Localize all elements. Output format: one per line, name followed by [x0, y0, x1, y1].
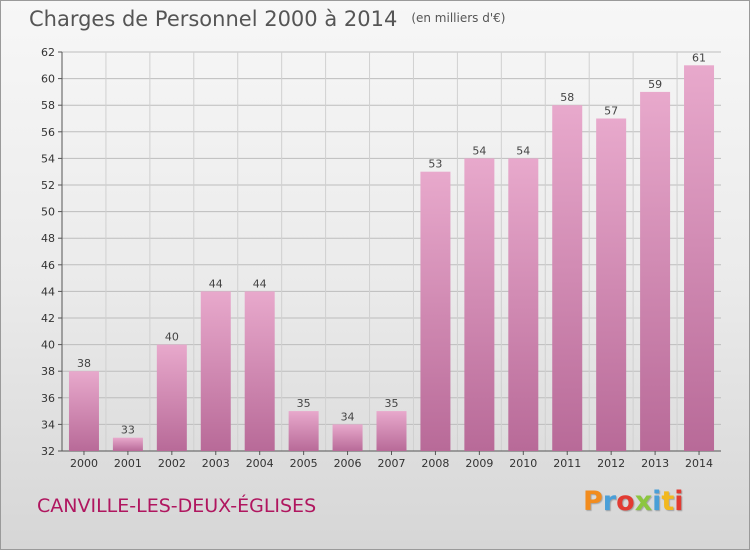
- y-tick-label: 32: [41, 445, 55, 458]
- y-tick-label: 40: [41, 339, 55, 352]
- y-tick-labels: 32 34 36 38 40 42 44 46 48 50 52 54 56 58 60 62: [41, 46, 55, 458]
- x-tick-label-2005: 2005: [290, 457, 318, 470]
- value-label-2010: 54: [516, 144, 530, 157]
- bar-2008: [420, 171, 451, 451]
- y-tick-label: 52: [41, 179, 55, 192]
- x-tick-label-2000: 2000: [70, 457, 98, 470]
- value-label-2012: 57: [604, 105, 618, 118]
- value-labels: 38 33 40 44 44 35 34 35 53 54 54 58 57 59 61: [77, 51, 706, 436]
- y-tick-label: 60: [41, 73, 55, 86]
- y-tick-label: 34: [41, 418, 55, 431]
- value-label-2001: 33: [121, 424, 135, 437]
- y-tick-label: 54: [41, 152, 55, 165]
- value-label-2003: 44: [209, 277, 223, 290]
- bar-2014: [684, 65, 715, 452]
- bar-2002: [156, 344, 187, 451]
- x-tick-label-2008: 2008: [421, 457, 449, 470]
- x-tick-labels: 2000 2001 2002 2003 2004 2005 2006 2007 2008 2009…: [70, 457, 713, 470]
- title-text: Charges de Personnel 2000 à 2014: [29, 7, 398, 31]
- x-tick-label-2004: 2004: [246, 457, 274, 470]
- bar-2004: [244, 291, 275, 451]
- bar-2005: [288, 411, 319, 451]
- x-tick-label-2011: 2011: [553, 457, 581, 470]
- logo-letter: P: [583, 486, 603, 517]
- value-label-2000: 38: [77, 357, 91, 370]
- y-tick-label: 38: [41, 365, 55, 378]
- unit-subtitle: (en milliers d'€): [411, 11, 506, 25]
- bar-2006: [332, 424, 363, 451]
- x-tick-label-2006: 2006: [334, 457, 362, 470]
- logo-letter: o: [616, 486, 635, 517]
- bar-2011: [552, 105, 583, 451]
- logo-letter: r: [602, 486, 617, 517]
- logo-letter: x: [634, 486, 653, 517]
- x-tick-label-2013: 2013: [641, 457, 669, 470]
- proxiti-logo: Proxiti: [583, 486, 684, 517]
- x-tick-label-2007: 2007: [378, 457, 406, 470]
- x-tick-label-2003: 2003: [202, 457, 230, 470]
- value-label-2009: 54: [472, 144, 486, 157]
- y-tick-label: 58: [41, 99, 55, 112]
- bar-2007: [376, 411, 407, 451]
- y-tick-label: 62: [41, 46, 55, 59]
- y-tick-label: 46: [41, 259, 55, 272]
- value-label-2002: 40: [165, 331, 179, 344]
- bar-2010: [508, 158, 539, 451]
- bar-2013: [640, 91, 671, 452]
- value-label-2008: 53: [428, 158, 442, 171]
- y-tick-label: 50: [41, 206, 55, 219]
- value-label-2013: 59: [648, 78, 662, 91]
- x-tick-label-2001: 2001: [114, 457, 142, 470]
- x-tick-label-2012: 2012: [597, 457, 625, 470]
- logo-letter: t: [661, 486, 675, 517]
- value-label-2005: 35: [297, 397, 311, 410]
- value-label-2011: 58: [560, 91, 574, 104]
- y-tick-label: 56: [41, 126, 55, 139]
- commune-name: CANVILLE-LES-DEUX-ÉGLISES: [37, 495, 317, 517]
- x-tick-label-2002: 2002: [158, 457, 186, 470]
- value-label-2014: 61: [692, 51, 706, 64]
- value-label-2004: 44: [253, 277, 267, 290]
- y-tick-label: 42: [41, 312, 55, 325]
- y-tick-label: 44: [41, 285, 55, 298]
- y-tick-label: 48: [41, 232, 55, 245]
- bar-2000: [68, 371, 99, 451]
- x-tick-label-2014: 2014: [685, 457, 713, 470]
- logo-letter: i: [674, 486, 684, 517]
- bar-2009: [464, 158, 495, 451]
- value-label-2007: 35: [385, 397, 399, 410]
- bar-2012: [596, 118, 627, 451]
- x-tick-label-2009: 2009: [465, 457, 493, 470]
- chart-title: Charges de Personnel 2000 à 2014 (en mill…: [29, 7, 505, 31]
- bar-2003: [200, 291, 231, 451]
- y-tick-label: 36: [41, 392, 55, 405]
- value-label-2006: 34: [341, 410, 355, 423]
- bar-2001: [112, 437, 143, 451]
- bars: [68, 65, 715, 452]
- logo-letter: i: [652, 486, 662, 517]
- x-tick-label-2010: 2010: [509, 457, 537, 470]
